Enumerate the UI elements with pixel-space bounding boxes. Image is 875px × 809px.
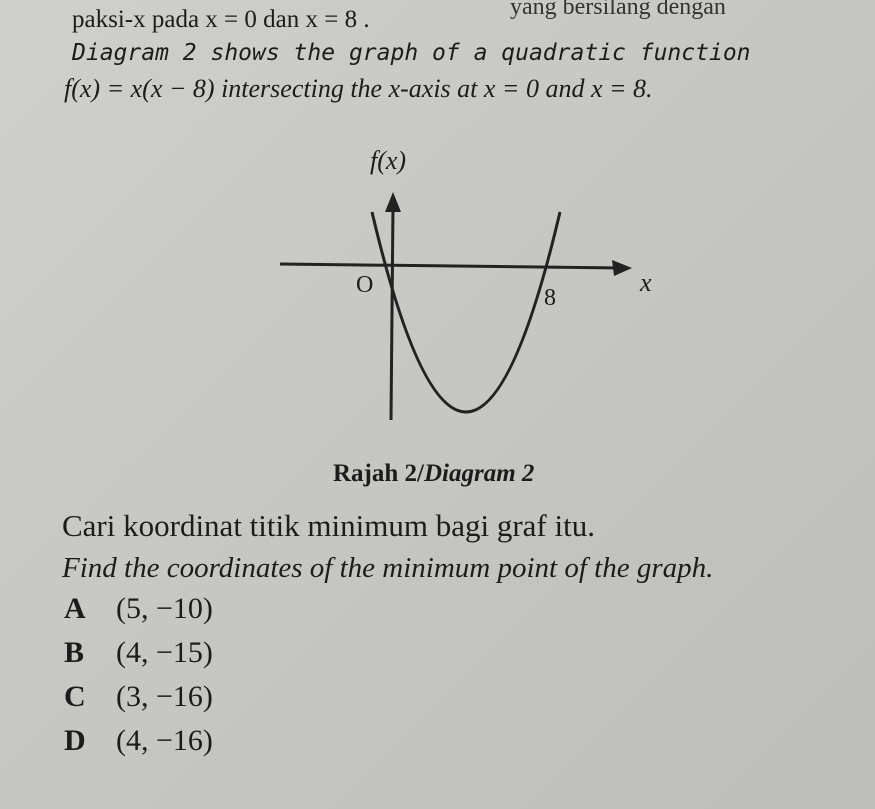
option-text: (3, −16) — [116, 680, 213, 713]
y-axis — [389, 204, 395, 421]
option-letter: D — [64, 724, 86, 757]
cut-line-left: paksi-x pada x = 0 dan x = 8 . — [72, 6, 370, 33]
y-arrow — [385, 192, 401, 212]
option-letter: B — [64, 636, 85, 669]
x-tick-label: 8 — [544, 285, 556, 311]
option-text: (4, −16) — [116, 724, 213, 757]
origin-label: O — [356, 272, 374, 298]
option-letter: A — [64, 592, 86, 625]
option-text: (5, −10) — [116, 592, 213, 625]
x-label: x — [640, 268, 652, 297]
parabola — [370, 211, 562, 414]
option-letter: C — [64, 680, 86, 713]
option-text: (4, −15) — [116, 636, 213, 669]
question-english: Find the coordinates of the minimum poin… — [62, 552, 714, 584]
caption-english: Diagram 2 — [423, 460, 535, 487]
cut-line-right: yang bersilang dengan — [510, 0, 726, 20]
x-arrow — [612, 260, 632, 276]
caption-malay: Rajah 2/ — [333, 460, 424, 487]
x-axis — [279, 262, 623, 270]
caption: Rajah 2/Diagram 2 — [333, 460, 534, 488]
y-label: f(x) — [370, 146, 407, 175]
question-malay: Cari koordinat titik minimum bagi graf i… — [62, 508, 595, 543]
intro-line: Diagram 2 shows the graph of a quadratic… — [72, 40, 751, 66]
intro-line: f(x) = x(x − 8) intersecting the x-axis … — [64, 74, 653, 103]
